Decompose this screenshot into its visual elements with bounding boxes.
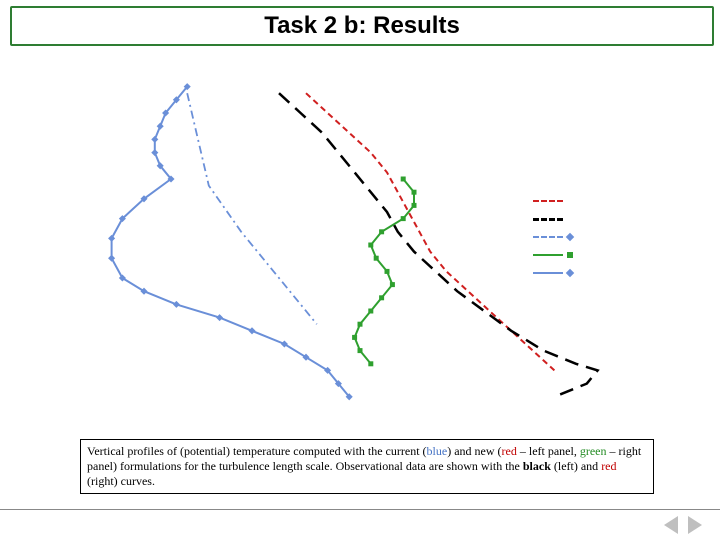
slide-title: Task 2 b: Results <box>264 12 460 40</box>
legend-item <box>533 264 573 282</box>
caption-text: Vertical profiles of (potential) tempera… <box>87 444 427 458</box>
prev-slide-button[interactable] <box>664 516 678 534</box>
caption-text: red <box>502 444 517 458</box>
next-slide-button[interactable] <box>688 516 702 534</box>
slide-title-box: Task 2 b: Results <box>10 6 714 46</box>
caption-text: – left panel, <box>517 444 580 458</box>
caption-text: (right) curves. <box>87 474 155 488</box>
legend-item <box>533 246 573 264</box>
caption-text: red <box>601 459 616 473</box>
chart-legend <box>533 192 573 282</box>
nav-arrows <box>664 516 702 534</box>
footer-divider <box>0 509 720 510</box>
caption-text: ) and new ( <box>447 444 501 458</box>
legend-item <box>533 228 573 246</box>
caption-text: blue <box>427 444 448 458</box>
legend-item <box>533 192 573 210</box>
caption-box: Vertical profiles of (potential) tempera… <box>80 439 654 494</box>
legend-item <box>533 210 573 228</box>
caption-text: green <box>580 444 607 458</box>
caption-text: black <box>523 459 551 473</box>
caption-text: (left) and <box>551 459 601 473</box>
slide: Task 2 b: Results Vertical profiles of (… <box>0 0 720 540</box>
